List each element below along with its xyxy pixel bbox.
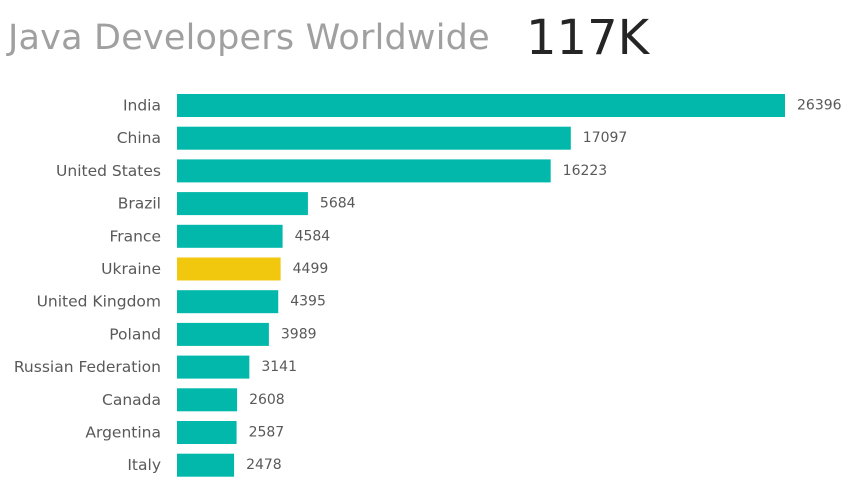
category-label: Russian Federation — [14, 358, 161, 376]
bar[interactable] — [177, 192, 308, 216]
data-label: 4584 — [295, 228, 331, 244]
data-label: 5684 — [320, 196, 356, 212]
category-label: Canada — [102, 391, 161, 409]
bar[interactable] — [177, 388, 238, 412]
category-label: India — [123, 97, 161, 115]
category-label: Ukraine — [101, 260, 161, 278]
category-label: Argentina — [85, 424, 161, 442]
data-label: 2608 — [249, 392, 285, 408]
kpi-total-card: 117K — [526, 10, 650, 66]
bar[interactable] — [177, 453, 235, 477]
category-label: France — [109, 227, 161, 245]
category-label: China — [117, 129, 161, 147]
data-label: 3141 — [261, 359, 297, 375]
bar[interactable] — [177, 290, 279, 314]
header: Java Developers Worldwide 117K — [8, 6, 851, 66]
data-label: 26396 — [797, 98, 842, 114]
category-label: United States — [56, 162, 161, 180]
data-label: 17097 — [583, 130, 628, 146]
category-label: United Kingdom — [37, 293, 161, 311]
bar[interactable] — [177, 257, 281, 281]
bar[interactable] — [177, 322, 269, 346]
data-label: 2587 — [249, 425, 285, 441]
data-label: 3989 — [281, 326, 317, 342]
data-label: 4395 — [290, 294, 326, 310]
bar[interactable] — [177, 355, 250, 379]
bar[interactable] — [177, 94, 785, 117]
bar[interactable] — [177, 421, 237, 444]
bar[interactable] — [177, 224, 283, 248]
data-label: 2478 — [246, 457, 282, 473]
bar[interactable] — [177, 159, 551, 183]
data-label: 16223 — [563, 163, 608, 179]
chart-title: Java Developers Worldwide — [8, 18, 490, 58]
data-label: 4499 — [293, 261, 329, 277]
bar[interactable] — [177, 126, 571, 150]
category-label: Poland — [109, 325, 161, 343]
category-label: Brazil — [118, 195, 161, 213]
category-label: Italy — [127, 456, 161, 474]
